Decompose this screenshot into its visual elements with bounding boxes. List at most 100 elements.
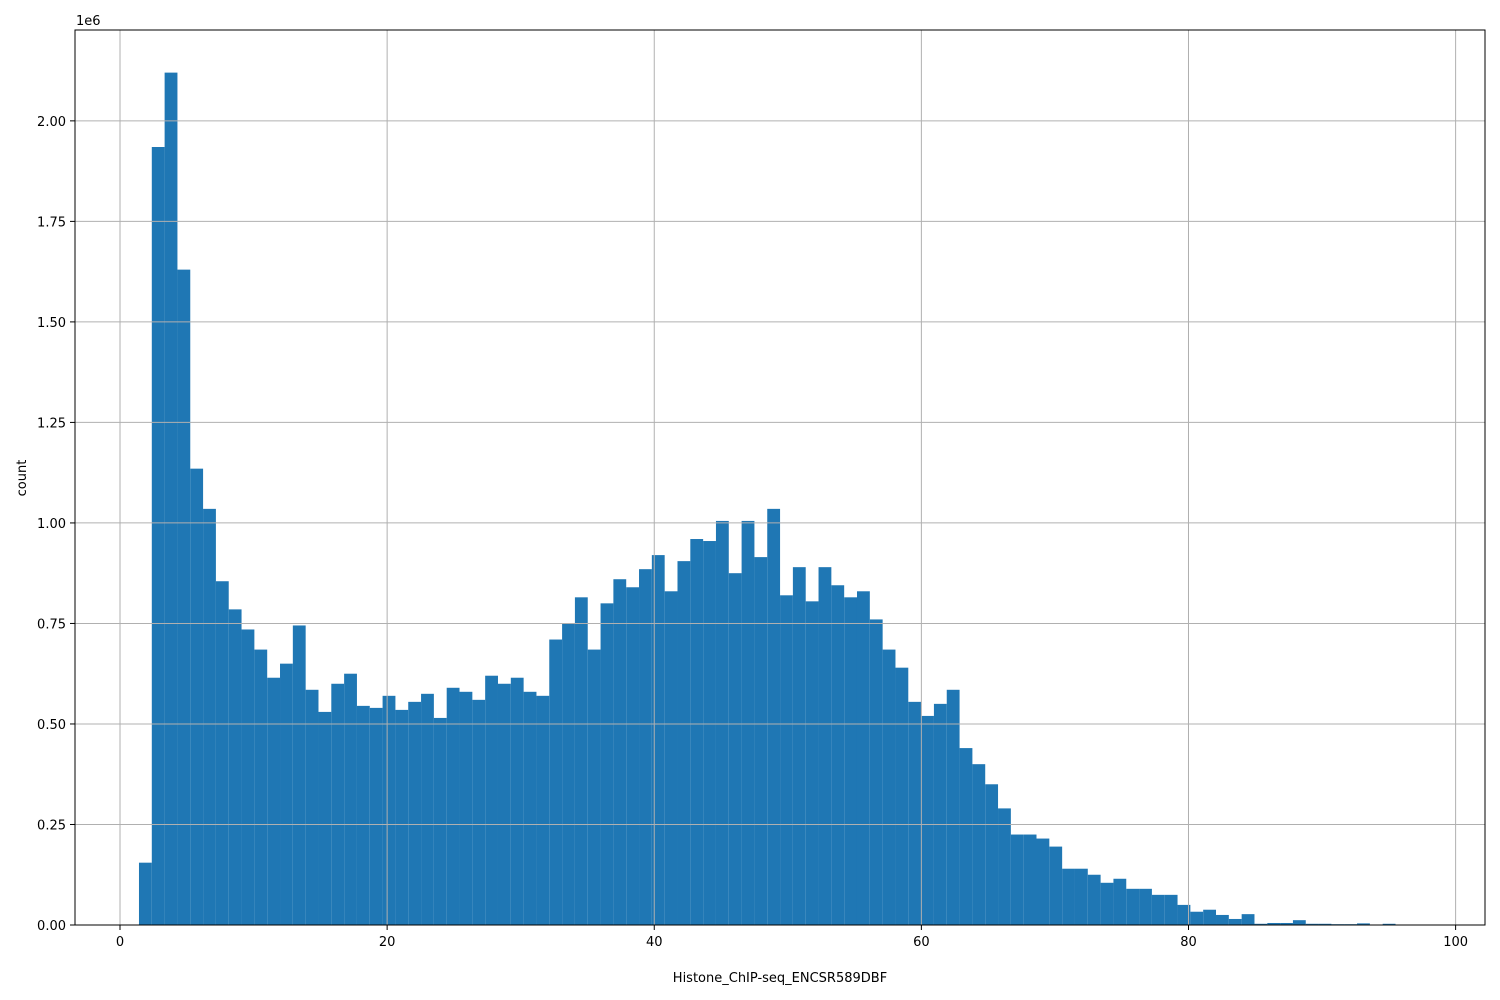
- bar: [818, 567, 832, 925]
- bar: [780, 595, 793, 925]
- y-axis-label: count: [15, 460, 30, 497]
- y-tick-label: 2.00: [37, 115, 66, 130]
- bar: [600, 603, 614, 925]
- bar: [639, 569, 652, 925]
- bar: [267, 677, 281, 925]
- bar: [1074, 868, 1088, 925]
- bar: [754, 557, 768, 925]
- bar: [549, 639, 563, 925]
- bar: [690, 539, 704, 925]
- bar: [844, 597, 857, 925]
- bar: [933, 703, 947, 925]
- bar: [1177, 904, 1191, 925]
- bar: [1036, 838, 1050, 925]
- bar: [164, 72, 178, 926]
- bar: [1062, 868, 1075, 925]
- bar: [138, 862, 152, 925]
- y-tick-label: 0.00: [37, 919, 66, 934]
- bar: [856, 591, 870, 925]
- x-tick-label: 100: [1443, 935, 1468, 950]
- bar: [651, 555, 665, 925]
- bar: [1113, 878, 1127, 925]
- bar: [395, 709, 409, 925]
- bar: [1023, 834, 1037, 925]
- bar: [1164, 894, 1178, 925]
- bar: [703, 541, 716, 925]
- bar: [331, 683, 345, 925]
- bar: [895, 667, 909, 925]
- y-tick-label: 1.00: [37, 517, 66, 532]
- bar: [1190, 911, 1204, 925]
- bar: [1267, 922, 1281, 925]
- bar: [356, 705, 370, 925]
- bar: [408, 701, 422, 925]
- bar: [459, 691, 473, 925]
- bar: [1126, 888, 1140, 925]
- bar: [792, 567, 806, 925]
- bar: [433, 717, 447, 925]
- bar: [728, 573, 742, 925]
- bar: [318, 711, 332, 925]
- bar: [344, 673, 357, 925]
- bar: [985, 784, 999, 925]
- bar: [241, 629, 255, 925]
- y-tick-label: 0.50: [37, 718, 66, 733]
- bar: [215, 581, 229, 925]
- bar: [151, 147, 165, 925]
- bar: [292, 625, 306, 925]
- bar: [1049, 846, 1063, 925]
- y-tick-label: 1.50: [37, 316, 66, 331]
- bar: [626, 587, 640, 925]
- bar: [1318, 923, 1332, 925]
- x-tick-label: 40: [646, 935, 663, 950]
- x-tick-label: 0: [116, 935, 124, 950]
- bar: [280, 663, 293, 925]
- bar: [882, 649, 896, 925]
- bar: [767, 508, 781, 925]
- bar: [510, 677, 524, 925]
- bar: [536, 695, 550, 925]
- bar: [190, 468, 204, 925]
- bar: [1151, 894, 1165, 925]
- y-tick-label: 1.25: [37, 416, 66, 431]
- bar: [1254, 923, 1268, 925]
- bar: [1228, 918, 1242, 925]
- bar: [203, 508, 216, 925]
- bar: [562, 623, 575, 925]
- bar: [741, 520, 755, 925]
- bar: [305, 689, 319, 925]
- bar: [472, 699, 486, 925]
- x-axis-label: Histone_ChIP-seq_ENCSR589DBF: [673, 971, 887, 986]
- bar: [1382, 923, 1396, 925]
- bar: [908, 701, 922, 925]
- bar: [1241, 914, 1255, 925]
- bar: [946, 689, 960, 925]
- bar: [382, 695, 396, 925]
- bar: [1087, 874, 1101, 925]
- bar: [998, 808, 1011, 925]
- bar: [972, 764, 986, 925]
- y-tick-label: 0.25: [37, 818, 66, 833]
- bar: [228, 609, 242, 925]
- x-tick-label: 20: [379, 935, 396, 950]
- y-tick-label: 1.75: [37, 215, 66, 230]
- bar: [921, 715, 934, 925]
- bar: [369, 707, 383, 925]
- bar: [1292, 920, 1306, 925]
- bar: [523, 691, 537, 925]
- bar: [959, 748, 973, 925]
- bar: [613, 579, 627, 925]
- bar: [485, 675, 498, 925]
- x-tick-label: 80: [1180, 935, 1197, 950]
- bar: [1357, 923, 1370, 925]
- bar: [831, 585, 845, 925]
- bar: [1139, 888, 1152, 925]
- bar: [1010, 834, 1024, 925]
- bar: [1305, 923, 1319, 925]
- bar: [869, 619, 883, 925]
- bar: [574, 597, 588, 925]
- plot-frame: [74, 29, 1486, 926]
- bar: [715, 520, 729, 925]
- bar: [1216, 914, 1229, 925]
